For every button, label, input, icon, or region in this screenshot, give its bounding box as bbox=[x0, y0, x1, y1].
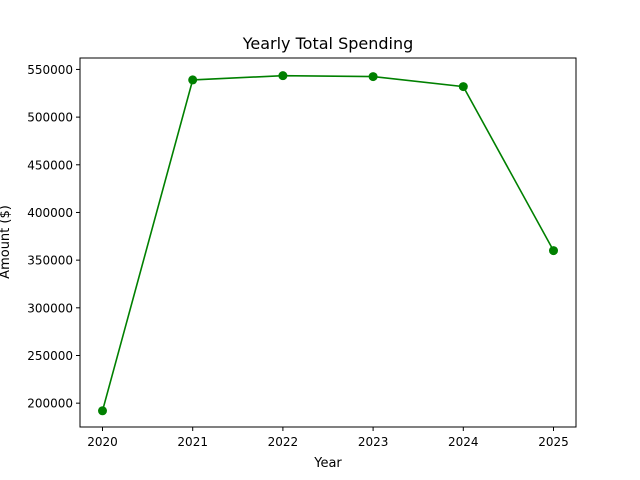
data-point bbox=[458, 82, 468, 92]
x-tick-label: 2025 bbox=[538, 435, 569, 449]
x-tick-label: 2022 bbox=[268, 435, 299, 449]
x-tick-label: 2023 bbox=[358, 435, 389, 449]
y-tick-label: 450000 bbox=[27, 158, 73, 172]
x-axis-label: Year bbox=[313, 456, 342, 471]
y-tick-label: 250000 bbox=[27, 349, 73, 363]
x-tick-label: 2020 bbox=[87, 435, 118, 449]
chart-title: Yearly Total Spending bbox=[242, 34, 414, 53]
y-axis-ticks: 200000 250000 300000 350000 400000 450000 5000… bbox=[27, 63, 80, 411]
y-tick-label: 350000 bbox=[27, 254, 73, 268]
y-axis-label: Amount ($) bbox=[0, 205, 13, 279]
data-point bbox=[368, 72, 378, 82]
x-axis-ticks: 2020 2021 2022 2023 2024 2025 bbox=[87, 427, 569, 449]
y-tick-label: 550000 bbox=[27, 63, 73, 77]
plot-area bbox=[98, 71, 558, 416]
x-tick-label: 2024 bbox=[448, 435, 479, 449]
x-tick-label: 2021 bbox=[177, 435, 208, 449]
data-point bbox=[98, 406, 107, 416]
y-tick-label: 200000 bbox=[27, 397, 73, 411]
data-point bbox=[278, 71, 288, 81]
data-point bbox=[188, 75, 198, 85]
y-tick-label: 300000 bbox=[27, 301, 73, 315]
data-point bbox=[549, 246, 558, 256]
y-tick-label: 500000 bbox=[27, 111, 73, 125]
plot-frame bbox=[79, 57, 577, 428]
y-tick-label: 400000 bbox=[27, 206, 73, 220]
series-line bbox=[101, 74, 555, 412]
